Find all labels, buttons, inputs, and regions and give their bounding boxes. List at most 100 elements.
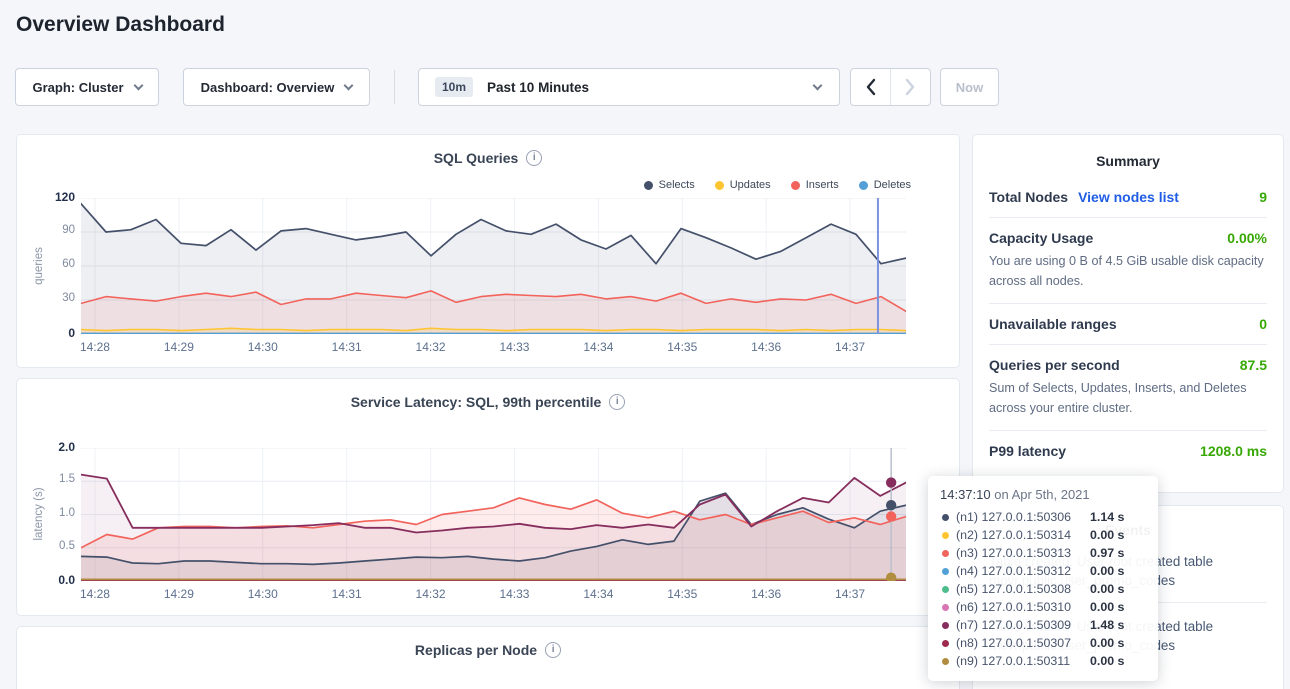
y-tick-label: 0.0 xyxy=(31,573,75,587)
summary-label: Capacity Usage xyxy=(989,230,1093,246)
dashboard-dropdown-label: Dashboard: Overview xyxy=(201,80,335,95)
node-latency-value: 0.00 s xyxy=(1090,564,1124,578)
summary-value: 87.5 xyxy=(1240,357,1267,373)
chevron-left-icon xyxy=(865,78,876,96)
next-time-button[interactable] xyxy=(890,69,930,105)
time-range-badge: 10m xyxy=(435,77,473,97)
tooltip-row: (n5) 127.0.0.1:503080.00 s xyxy=(940,580,1146,598)
node-latency-value: 0.00 s xyxy=(1090,654,1124,668)
summary-description: You are using 0 B of 4.5 GiB usable disk… xyxy=(989,252,1267,291)
summary-label: P99 latency xyxy=(989,443,1066,459)
now-button[interactable]: Now xyxy=(940,68,999,106)
chevron-down-icon xyxy=(813,80,823,90)
node-address: (n5) 127.0.0.1:50308 xyxy=(956,582,1090,596)
summary-value: 1208.0 ms xyxy=(1200,443,1267,459)
x-tick-label: 14:30 xyxy=(233,587,293,601)
tooltip-row: (n9) 127.0.0.1:503110.00 s xyxy=(940,652,1146,670)
info-icon[interactable]: i xyxy=(526,150,542,166)
node-address: (n9) 127.0.0.1:50311 xyxy=(956,654,1090,668)
summary-section: Capacity Usage 0.00% You are using 0 B of … xyxy=(989,217,1267,303)
time-range-label: Past 10 Minutes xyxy=(487,80,589,95)
tooltip-row: (n8) 127.0.0.1:503070.00 s xyxy=(940,634,1146,652)
node-color-dot xyxy=(942,640,949,647)
node-address: (n2) 127.0.0.1:50314 xyxy=(956,528,1090,542)
tooltip-row: (n2) 127.0.0.1:503140.00 s xyxy=(940,526,1146,544)
legend-dot xyxy=(791,181,800,190)
x-tick-label: 14:30 xyxy=(233,340,293,354)
sql-queries-legend: Selects Updates Inserts Deletes xyxy=(644,179,911,191)
tooltip-row: (n4) 127.0.0.1:503120.00 s xyxy=(940,562,1146,580)
summary-value: 9 xyxy=(1259,189,1267,205)
node-address: (n7) 127.0.0.1:50309 xyxy=(956,618,1090,632)
node-address: (n6) 127.0.0.1:50310 xyxy=(956,600,1090,614)
prev-time-button[interactable] xyxy=(851,69,890,105)
tooltip-row: (n6) 127.0.0.1:503100.00 s xyxy=(940,598,1146,616)
y-tick-label: 120 xyxy=(31,190,75,204)
x-tick-label: 14:28 xyxy=(65,587,125,601)
time-range-selector[interactable]: 10m Past 10 Minutes xyxy=(418,68,840,106)
node-address: (n8) 127.0.0.1:50307 xyxy=(956,636,1090,650)
legend-item-deletes[interactable]: Deletes xyxy=(859,179,911,191)
replicas-per-node-title: Replicas per Node xyxy=(415,642,537,658)
y-tick-label: 1.0 xyxy=(31,507,75,519)
chevron-down-icon xyxy=(344,80,354,90)
replicas-per-node-card: Replicas per Node i xyxy=(16,626,960,689)
info-icon[interactable]: i xyxy=(545,642,561,658)
sql-queries-title: SQL Queries xyxy=(434,150,519,166)
summary-description: Sum of Selects, Updates, Inserts, and De… xyxy=(989,379,1267,418)
node-latency-value: 0.00 s xyxy=(1090,528,1124,542)
node-color-dot xyxy=(942,568,949,575)
summary-label: Total Nodes xyxy=(989,189,1068,205)
y-tick-label: 0 xyxy=(31,326,75,340)
chevron-down-icon xyxy=(133,80,143,90)
node-latency-value: 1.48 s xyxy=(1090,618,1124,632)
node-address: (n3) 127.0.0.1:50313 xyxy=(956,546,1090,560)
y-tick-label: 0.5 xyxy=(31,540,75,552)
time-step-buttons xyxy=(850,68,931,106)
info-icon[interactable]: i xyxy=(609,394,625,410)
x-tick-label: 14:33 xyxy=(484,587,544,601)
node-address: (n1) 127.0.0.1:50306 xyxy=(956,510,1090,524)
service-latency-chart[interactable] xyxy=(81,448,906,581)
service-latency-card: Service Latency: SQL, 99th percentile i … xyxy=(16,378,960,616)
node-address: (n4) 127.0.0.1:50312 xyxy=(956,564,1090,578)
summary-title: Summary xyxy=(973,135,1283,169)
legend-item-inserts[interactable]: Inserts xyxy=(791,179,839,191)
y-tick-label: 90 xyxy=(31,224,75,236)
dashboard-dropdown[interactable]: Dashboard: Overview xyxy=(183,68,370,106)
tooltip-timestamp: 14:37:10 on Apr 5th, 2021 xyxy=(940,487,1146,502)
x-tick-label: 14:29 xyxy=(149,340,209,354)
y-tick-label: 30 xyxy=(31,292,75,304)
x-tick-label: 14:35 xyxy=(652,340,712,354)
legend-dot xyxy=(859,181,868,190)
tooltip-row: (n1) 127.0.0.1:503061.14 s xyxy=(940,508,1146,526)
view-nodes-list-link[interactable]: View nodes list xyxy=(1078,189,1179,205)
x-tick-label: 14:37 xyxy=(820,340,880,354)
x-tick-label: 14:36 xyxy=(736,340,796,354)
node-latency-value: 0.00 s xyxy=(1090,582,1124,596)
legend-label: Inserts xyxy=(806,179,839,191)
x-tick-label: 14:35 xyxy=(652,587,712,601)
node-latency-value: 0.97 s xyxy=(1090,546,1124,560)
sql-queries-chart[interactable] xyxy=(81,198,906,334)
legend-label: Deletes xyxy=(874,179,911,191)
node-latency-value: 1.14 s xyxy=(1090,510,1124,524)
x-tick-label: 14:34 xyxy=(568,587,628,601)
graph-dropdown-label: Graph: Cluster xyxy=(32,80,123,95)
summary-value: 0.00% xyxy=(1227,230,1267,246)
summary-card: Summary Total Nodes View nodes list 9 Capac… xyxy=(972,134,1284,493)
summary-value: 0 xyxy=(1259,316,1267,332)
legend-dot xyxy=(715,181,724,190)
node-color-dot xyxy=(942,622,949,629)
chart-hover-tooltip: 14:37:10 on Apr 5th, 2021 (n1) 127.0.0.1… xyxy=(928,476,1158,681)
legend-dot xyxy=(644,181,653,190)
summary-label: Unavailable ranges xyxy=(989,316,1117,332)
x-tick-label: 14:33 xyxy=(484,340,544,354)
x-tick-label: 14:34 xyxy=(568,340,628,354)
graph-dropdown[interactable]: Graph: Cluster xyxy=(15,68,159,106)
node-color-dot xyxy=(942,604,949,611)
x-tick-label: 14:29 xyxy=(149,587,209,601)
legend-item-selects[interactable]: Selects xyxy=(644,179,695,191)
node-latency-value: 0.00 s xyxy=(1090,636,1124,650)
legend-item-updates[interactable]: Updates xyxy=(715,179,771,191)
